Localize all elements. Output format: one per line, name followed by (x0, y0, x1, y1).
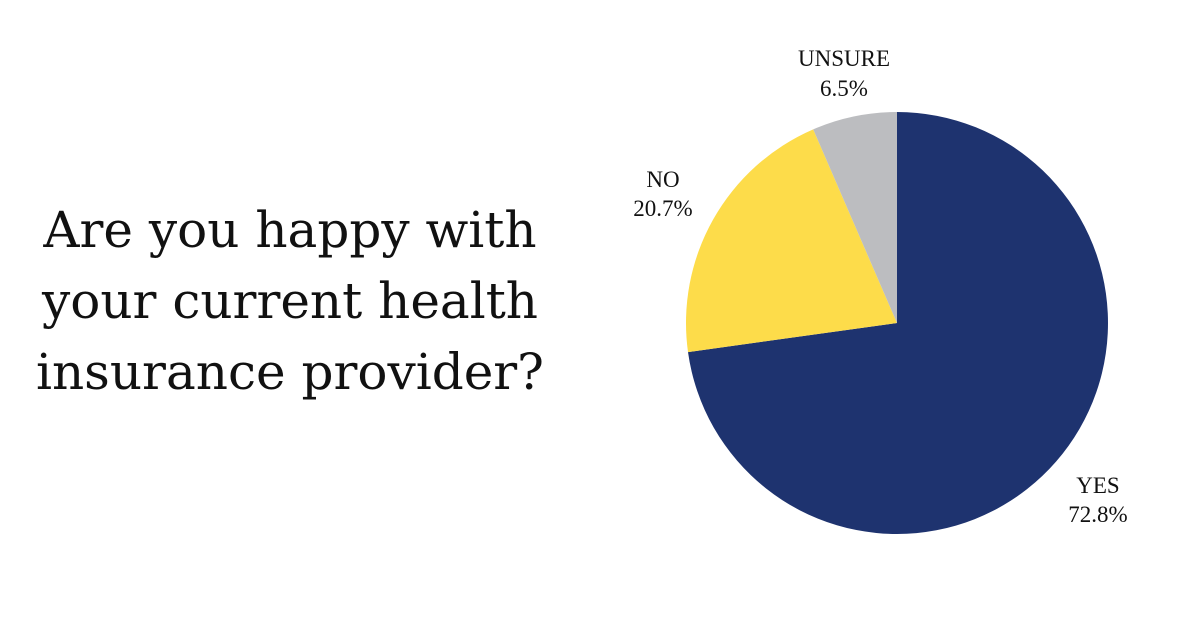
question-line-1: Are you happy with (43, 201, 537, 259)
slice-value-yes: 72.8% (1068, 502, 1127, 527)
slice-label-no: NO (646, 167, 679, 192)
slice-value-no: 20.7% (633, 196, 692, 221)
question-line-2: your current health (41, 272, 539, 330)
pie-slices (685, 112, 1108, 535)
question-title: Are you happy with your current health i… (30, 195, 550, 408)
question-line-3: insurance provider? (35, 343, 544, 401)
slice-label-unsure: UNSURE (798, 46, 890, 71)
pie-slice-no (685, 129, 897, 353)
slice-label-yes: YES (1076, 473, 1119, 498)
pie-slice-yes (688, 112, 1108, 535)
slice-value-unsure: 6.5% (820, 76, 868, 101)
pie-slice-unsure (813, 112, 897, 323)
